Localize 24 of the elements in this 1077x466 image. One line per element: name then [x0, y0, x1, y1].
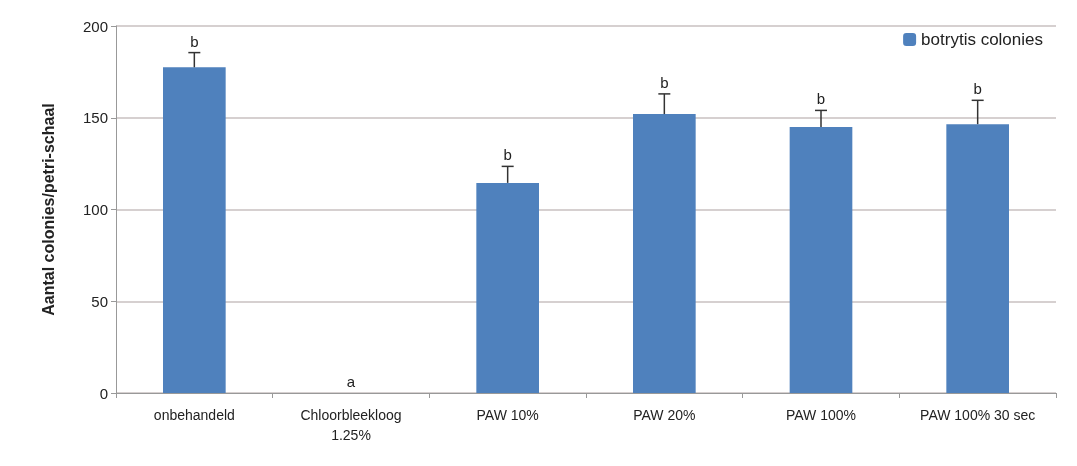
bar	[476, 182, 539, 393]
bar	[633, 114, 696, 393]
x-tick-label: PAW 20%	[633, 407, 696, 423]
annotation: b	[816, 90, 826, 108]
x-tick-label: onbehandeld	[153, 407, 235, 423]
y-tick-label: 0	[99, 384, 108, 402]
annotation: b	[660, 73, 669, 91]
x-tick-label: PAW 100% 30 sec	[920, 407, 1036, 423]
bar	[163, 67, 226, 393]
annotation: b	[973, 80, 982, 98]
annotation: a	[346, 373, 356, 390]
bar	[946, 124, 1009, 393]
y-tick-label: 200	[82, 17, 108, 35]
y-tick-label: 50	[91, 292, 108, 310]
annotation: b	[190, 32, 199, 50]
y-tick-label: 150	[82, 109, 108, 127]
x-tick-label: PAW 10%	[476, 407, 539, 423]
x-tick-label: Chloorbleekloog 1.25%	[300, 407, 402, 443]
x-tick-label: PAW 100%	[785, 407, 857, 423]
y-tick-label: 100	[82, 201, 108, 218]
annotation: b	[503, 146, 512, 164]
bar	[789, 126, 853, 393]
legend-label: botrytis colonies	[921, 30, 1043, 49]
y-axis-title: Aantal colonies/petri-schaal	[39, 103, 57, 316]
